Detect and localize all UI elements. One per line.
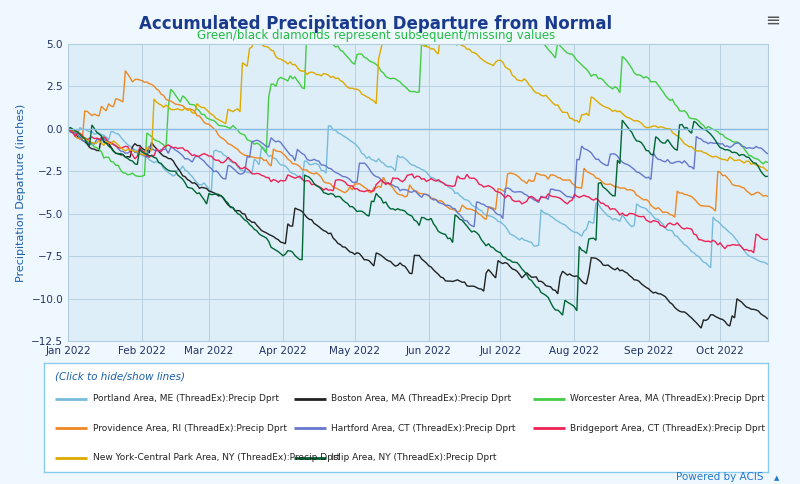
Text: Portland Area, ME (ThreadEx):Precip Dprt: Portland Area, ME (ThreadEx):Precip Dprt [93, 394, 278, 404]
Text: Islip Area, NY (ThreadEx):Precip Dprt: Islip Area, NY (ThreadEx):Precip Dprt [331, 453, 497, 462]
Text: Green/black diamonds represent subsequent/missing values: Green/black diamonds represent subsequen… [197, 29, 555, 42]
Text: Providence Area, RI (ThreadEx):Precip Dprt: Providence Area, RI (ThreadEx):Precip Dp… [93, 424, 286, 433]
Text: (Click to hide/show lines): (Click to hide/show lines) [55, 372, 185, 382]
Text: Bridgeport Area, CT (ThreadEx):Precip Dprt: Bridgeport Area, CT (ThreadEx):Precip Dp… [570, 424, 766, 433]
Text: New York-Central Park Area, NY (ThreadEx):Precip Dprt: New York-Central Park Area, NY (ThreadEx… [93, 453, 340, 462]
Text: ▲: ▲ [774, 476, 780, 482]
Text: Hartford Area, CT (ThreadEx):Precip Dprt: Hartford Area, CT (ThreadEx):Precip Dprt [331, 424, 516, 433]
Text: Boston Area, MA (ThreadEx):Precip Dprt: Boston Area, MA (ThreadEx):Precip Dprt [331, 394, 511, 404]
Text: ≡: ≡ [765, 12, 780, 30]
Text: Powered by ACIS: Powered by ACIS [677, 471, 764, 482]
Y-axis label: Precipitation Departure (inches): Precipitation Departure (inches) [15, 103, 26, 282]
Text: Worcester Area, MA (ThreadEx):Precip Dprt: Worcester Area, MA (ThreadEx):Precip Dpr… [570, 394, 765, 404]
Text: Accumulated Precipitation Departure from Normal: Accumulated Precipitation Departure from… [139, 15, 613, 33]
